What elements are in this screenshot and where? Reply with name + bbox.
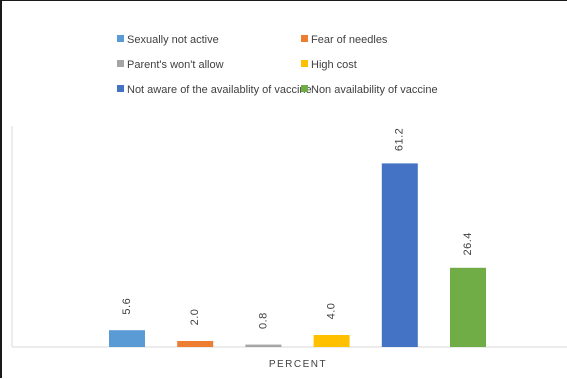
legend-swatch: [117, 35, 124, 42]
legend-item: Fear of needles: [301, 34, 388, 46]
x-axis-title: PERCENT: [269, 359, 327, 370]
data-label: 26.4: [462, 232, 474, 255]
data-label: 4.0: [326, 303, 338, 320]
legend-item: Non availability of vaccine: [301, 84, 438, 96]
data-label: 5.6: [121, 298, 133, 315]
legend-label: Not aware of the availablity of vaccine: [127, 84, 312, 96]
data-labels-group: 5.6 2.0 0.8 4.0 61.2 26.4: [121, 128, 474, 329]
legend-swatch: [301, 85, 308, 92]
data-label: 0.8: [257, 312, 269, 329]
legend-item: Not aware of the availablity of vaccine: [117, 84, 312, 96]
bar: [245, 344, 282, 347]
legend-item: Sexually not active: [117, 34, 219, 46]
bars-group: [109, 163, 486, 347]
bar: [381, 163, 418, 347]
bar: [109, 330, 145, 347]
legend-swatch: [301, 35, 308, 42]
data-label: 2.0: [189, 309, 201, 326]
legend-swatch: [301, 60, 308, 67]
bar: [177, 341, 214, 347]
bar: [313, 335, 350, 347]
legend-swatch: [117, 60, 124, 67]
legend-swatch: [117, 85, 124, 92]
bar: [450, 267, 486, 347]
legend-label: Non availability of vaccine: [311, 84, 438, 96]
data-label: 61.2: [394, 128, 406, 151]
legend: Sexually not active Fear of needles Parent…: [117, 34, 438, 96]
legend-label: Fear of needles: [311, 34, 388, 46]
legend-label: Parent's won't allow: [127, 59, 224, 71]
legend-item: Parent's won't allow: [117, 59, 224, 71]
legend-label: High cost: [311, 59, 357, 71]
legend-item: High cost: [301, 59, 357, 71]
legend-label: Sexually not active: [127, 34, 219, 46]
